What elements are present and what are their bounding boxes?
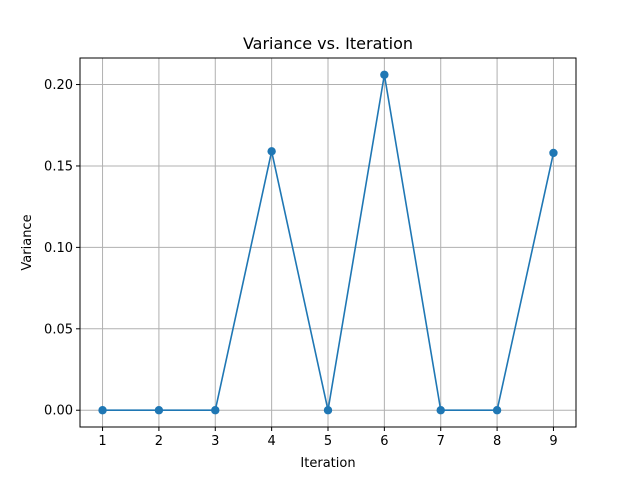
data-point xyxy=(98,406,107,415)
data-point xyxy=(492,406,502,415)
y-tick-label: 0.10 xyxy=(44,241,73,256)
data-point xyxy=(323,406,333,415)
series-layer xyxy=(98,70,558,415)
x-tick-label: 5 xyxy=(324,434,332,449)
y-tick-label: 0.20 xyxy=(44,78,73,93)
x-tick-label: 4 xyxy=(267,434,275,449)
data-point xyxy=(154,406,164,415)
y-axis-label: Variance xyxy=(20,214,35,270)
chart-title: Variance vs. Iteration xyxy=(243,34,413,53)
ticks: 1 2 3 4 5 6 7 8 9 0.00 0.05 0.10 0.15 0.20 xyxy=(44,78,558,449)
data-point xyxy=(211,406,220,415)
x-tick-label: 6 xyxy=(380,434,388,449)
x-tick-label: 9 xyxy=(549,434,557,449)
data-point xyxy=(380,70,389,79)
x-tick-label: 1 xyxy=(98,434,106,449)
data-point xyxy=(549,148,558,158)
x-tick-label: 2 xyxy=(155,434,163,449)
x-tick-label: 3 xyxy=(211,434,219,449)
grid xyxy=(80,58,576,427)
x-tick-label: 7 xyxy=(437,434,445,449)
x-axis-label: Iteration xyxy=(300,456,355,471)
data-point xyxy=(436,406,445,415)
y-tick-label: 0.00 xyxy=(44,404,73,419)
y-tick-label: 0.15 xyxy=(44,159,73,174)
x-tick-label: 8 xyxy=(493,434,501,449)
data-point xyxy=(267,147,276,156)
y-tick-label: 0.05 xyxy=(44,322,73,337)
